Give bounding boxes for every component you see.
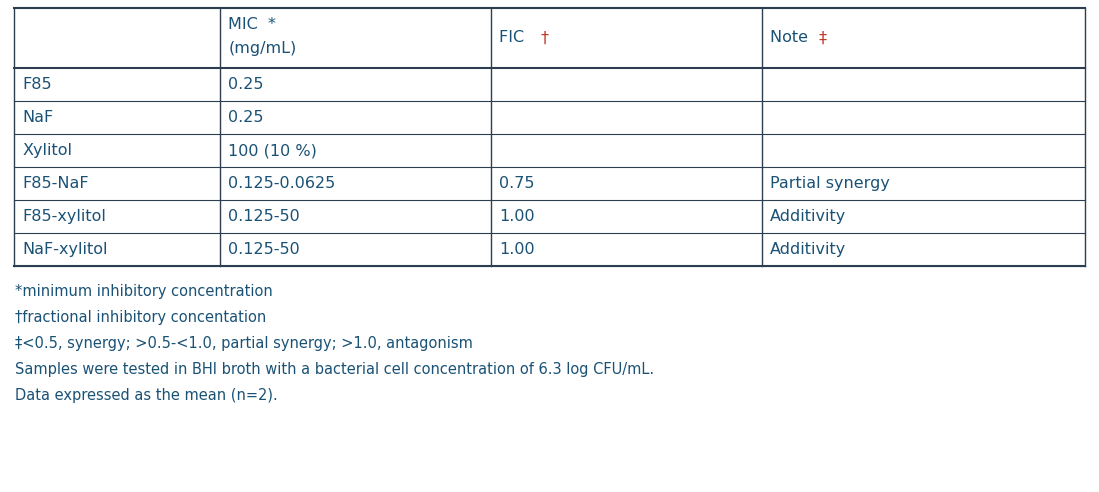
- Text: 1.00: 1.00: [499, 242, 535, 257]
- Text: FIC: FIC: [499, 31, 535, 45]
- Text: (mg/mL): (mg/mL): [229, 41, 297, 56]
- Text: ‡: ‡: [819, 31, 828, 45]
- Text: 0.25: 0.25: [229, 77, 264, 92]
- Text: 0.125-0.0625: 0.125-0.0625: [229, 176, 335, 191]
- Text: *minimum inhibitory concentration: *minimum inhibitory concentration: [15, 284, 273, 299]
- Text: NaF-xylitol: NaF-xylitol: [23, 242, 109, 257]
- Text: Partial synergy: Partial synergy: [770, 176, 890, 191]
- Text: †: †: [541, 31, 548, 45]
- Text: 1.00: 1.00: [499, 209, 535, 224]
- Text: †fractional inhibitory concentation: †fractional inhibitory concentation: [15, 310, 266, 325]
- Text: 0.25: 0.25: [229, 110, 264, 125]
- Text: Additivity: Additivity: [770, 242, 846, 257]
- Text: 0.125-50: 0.125-50: [229, 242, 300, 257]
- Text: 100 (10 %): 100 (10 %): [229, 143, 318, 158]
- Text: F85-xylitol: F85-xylitol: [23, 209, 107, 224]
- Text: F85-NaF: F85-NaF: [23, 176, 89, 191]
- Text: Note: Note: [770, 31, 819, 45]
- Text: Additivity: Additivity: [770, 209, 846, 224]
- Text: Xylitol: Xylitol: [23, 143, 73, 158]
- Text: 0.125-50: 0.125-50: [229, 209, 300, 224]
- Text: Samples were tested in BHI broth with a bacterial cell concentration of 6.3 log : Samples were tested in BHI broth with a …: [15, 362, 654, 377]
- Text: 0.75: 0.75: [499, 176, 535, 191]
- Text: MIC  *: MIC *: [229, 17, 276, 32]
- Text: NaF: NaF: [23, 110, 54, 125]
- Text: ‡<0.5, synergy; >0.5-<1.0, partial synergy; >1.0, antagonism: ‡<0.5, synergy; >0.5-<1.0, partial syner…: [15, 336, 473, 351]
- Text: F85: F85: [23, 77, 53, 92]
- Text: Data expressed as the mean (n=2).: Data expressed as the mean (n=2).: [15, 388, 278, 403]
